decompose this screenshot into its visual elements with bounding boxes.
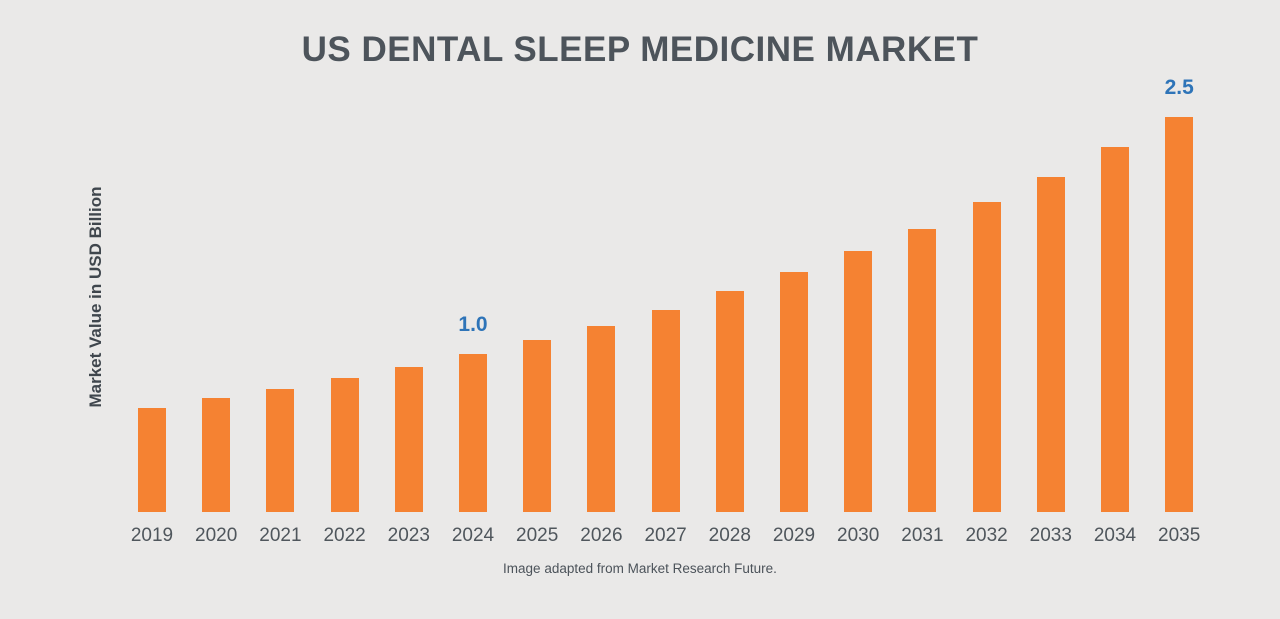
- x-axis-label-2022: 2022: [323, 525, 366, 546]
- x-axis-label-2032: 2032: [965, 525, 1008, 546]
- chart-title: US DENTAL SLEEP MEDICINE MARKET: [301, 30, 979, 69]
- bar-2026: [587, 326, 616, 512]
- bar-value-label-2035: 2.5: [1164, 76, 1194, 99]
- x-axis-label-2019: 2019: [130, 525, 174, 546]
- x-axis-label-2033: 2033: [1029, 525, 1072, 546]
- x-axis-label-2023: 2023: [387, 525, 430, 546]
- source-attribution: Image adapted from Market Research Futur…: [503, 561, 777, 576]
- bar-2020: [202, 398, 231, 512]
- bar-2021: [266, 389, 295, 512]
- x-axis-label-2026: 2026: [580, 525, 623, 546]
- bar-2025: [523, 340, 552, 512]
- x-axis-label-2025: 2025: [516, 525, 559, 546]
- x-axis-label-2031: 2031: [901, 525, 944, 546]
- x-axis-label-2027: 2027: [644, 525, 687, 546]
- bar-2023: [394, 367, 423, 512]
- x-axis-label-2030: 2030: [837, 525, 880, 546]
- bar-2032: [972, 202, 1001, 512]
- bar-2028: [715, 291, 744, 512]
- bar-2033: [1036, 177, 1065, 512]
- bar-2024: [459, 354, 487, 512]
- bar-2030: [844, 251, 873, 512]
- bar-2029: [780, 272, 808, 512]
- x-axis-label-2020: 2020: [195, 525, 238, 546]
- bar-2034: [1101, 147, 1129, 512]
- bar-2035: [1165, 117, 1194, 512]
- x-axis-label-2029: 2029: [772, 525, 816, 546]
- x-axis-label-2034: 2034: [1093, 525, 1137, 546]
- x-axis-label-2024: 2024: [451, 525, 495, 546]
- bar-2027: [651, 310, 680, 512]
- bar-2022: [330, 378, 359, 512]
- bar-2031: [908, 229, 937, 512]
- x-axis-label-2035: 2035: [1158, 525, 1201, 546]
- x-axis-label-2021: 2021: [259, 525, 302, 546]
- bar-2019: [138, 408, 166, 512]
- x-axis-label-2028: 2028: [708, 525, 751, 546]
- bar-value-label-2024: 1.0: [458, 313, 488, 336]
